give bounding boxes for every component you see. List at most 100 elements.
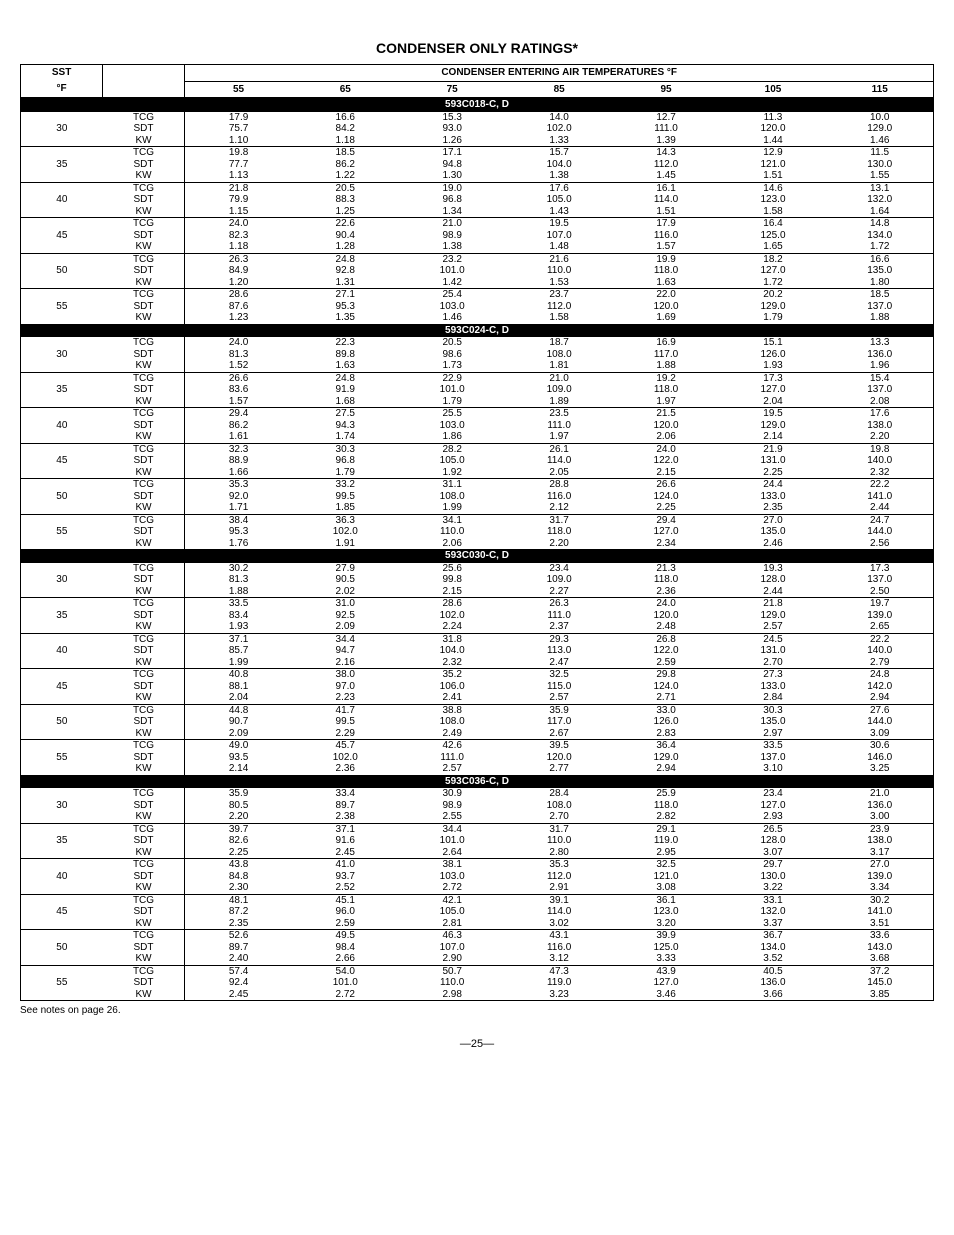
data-cell: 26.8 — [613, 633, 720, 645]
data-cell: 14.6 — [720, 182, 827, 194]
data-cell: 2.20 — [185, 811, 292, 823]
data-cell: 2.06 — [613, 431, 720, 443]
data-cell: 3.33 — [613, 953, 720, 965]
data-cell: 129.0 — [720, 420, 827, 432]
sst-cell — [21, 847, 103, 859]
sst-cell — [21, 408, 103, 420]
param-cell: KW — [103, 206, 185, 218]
data-cell: 1.57 — [185, 396, 292, 408]
data-cell: 124.0 — [613, 681, 720, 693]
data-cell: 32.5 — [506, 669, 613, 681]
data-cell: 21.0 — [826, 788, 933, 800]
data-cell: 1.74 — [292, 431, 399, 443]
data-cell: 18.7 — [506, 337, 613, 349]
data-cell: 14.0 — [506, 112, 613, 124]
table-row: TCG19.818.517.115.714.312.911.5 — [21, 147, 934, 159]
data-cell: 2.81 — [399, 918, 506, 930]
data-cell: 1.93 — [185, 621, 292, 633]
data-cell: 2.30 — [185, 882, 292, 894]
data-cell: 16.1 — [613, 182, 720, 194]
param-cell: KW — [103, 135, 185, 147]
param-cell: TCG — [103, 372, 185, 384]
data-cell: 120.0 — [613, 420, 720, 432]
data-cell: 22.6 — [292, 218, 399, 230]
data-cell: 29.4 — [185, 408, 292, 420]
page-number: —25— — [20, 1038, 934, 1050]
data-cell: 1.28 — [292, 241, 399, 253]
temp-col-6: 115 — [826, 81, 933, 98]
data-cell: 24.8 — [292, 253, 399, 265]
data-cell: 2.38 — [292, 811, 399, 823]
data-cell: 96.0 — [292, 906, 399, 918]
table-row: 40SDT86.294.3103.0111.0120.0129.0138.0 — [21, 420, 934, 432]
data-cell: 129.0 — [826, 123, 933, 135]
table-row: KW1.231.351.461.581.691.791.88 — [21, 312, 934, 324]
sst-cell — [21, 170, 103, 182]
data-cell: 2.29 — [292, 728, 399, 740]
data-cell: 97.0 — [292, 681, 399, 693]
data-cell: 125.0 — [720, 230, 827, 242]
table-row: TCG26.624.822.921.019.217.315.4 — [21, 372, 934, 384]
data-cell: 1.66 — [185, 467, 292, 479]
data-cell: 89.8 — [292, 349, 399, 361]
data-cell: 122.0 — [613, 645, 720, 657]
data-cell: 3.34 — [826, 882, 933, 894]
data-cell: 40.5 — [720, 965, 827, 977]
data-cell: 52.6 — [185, 930, 292, 942]
sst-cell: 35 — [21, 159, 103, 171]
data-cell: 33.1 — [720, 894, 827, 906]
data-cell: 92.5 — [292, 610, 399, 622]
data-cell: 38.1 — [399, 859, 506, 871]
param-cell: KW — [103, 953, 185, 965]
data-cell: 15.1 — [720, 337, 827, 349]
data-cell: 143.0 — [826, 942, 933, 954]
table-row: 30SDT80.589.798.9108.0118.0127.0136.0 — [21, 800, 934, 812]
param-cell: TCG — [103, 563, 185, 575]
data-cell: 137.0 — [826, 301, 933, 313]
sst-unit: °F — [21, 81, 103, 98]
data-cell: 11.5 — [826, 147, 933, 159]
table-row: KW1.151.251.341.431.511.581.64 — [21, 206, 934, 218]
data-cell: 1.89 — [506, 396, 613, 408]
sst-cell — [21, 337, 103, 349]
data-cell: 1.46 — [826, 135, 933, 147]
data-cell: 35.9 — [185, 788, 292, 800]
data-cell: 1.48 — [506, 241, 613, 253]
data-cell: 23.4 — [506, 563, 613, 575]
sst-cell — [21, 989, 103, 1001]
data-cell: 11.3 — [720, 112, 827, 124]
data-cell: 105.0 — [399, 906, 506, 918]
data-cell: 84.8 — [185, 871, 292, 883]
table-row: KW1.131.221.301.381.451.511.55 — [21, 170, 934, 182]
data-cell: 16.4 — [720, 218, 827, 230]
data-cell: 1.42 — [399, 277, 506, 289]
data-cell: 41.0 — [292, 859, 399, 871]
data-cell: 3.12 — [506, 953, 613, 965]
data-cell: 39.1 — [506, 894, 613, 906]
data-cell: 98.9 — [399, 230, 506, 242]
data-cell: 1.63 — [292, 360, 399, 372]
sst-cell — [21, 740, 103, 752]
sst-cell: 45 — [21, 455, 103, 467]
data-cell: 81.3 — [185, 574, 292, 586]
param-cell: TCG — [103, 147, 185, 159]
data-cell: 88.3 — [292, 194, 399, 206]
data-cell: 2.66 — [292, 953, 399, 965]
data-cell: 39.5 — [506, 740, 613, 752]
data-cell: 103.0 — [399, 871, 506, 883]
data-cell: 23.5 — [506, 408, 613, 420]
sst-label: SST — [21, 65, 103, 82]
data-cell: 1.51 — [613, 206, 720, 218]
temp-col-3: 85 — [506, 81, 613, 98]
table-row: KW1.882.022.152.272.362.442.50 — [21, 586, 934, 598]
data-cell: 111.0 — [399, 752, 506, 764]
data-cell: 31.7 — [506, 823, 613, 835]
section-header: 593C018-C, D — [21, 98, 934, 112]
data-cell: 1.80 — [826, 277, 933, 289]
table-row: KW2.142.362.572.772.943.103.25 — [21, 763, 934, 775]
data-cell: 108.0 — [399, 491, 506, 503]
sst-cell — [21, 598, 103, 610]
data-cell: 31.8 — [399, 633, 506, 645]
data-cell: 2.14 — [185, 763, 292, 775]
data-cell: 2.44 — [720, 586, 827, 598]
